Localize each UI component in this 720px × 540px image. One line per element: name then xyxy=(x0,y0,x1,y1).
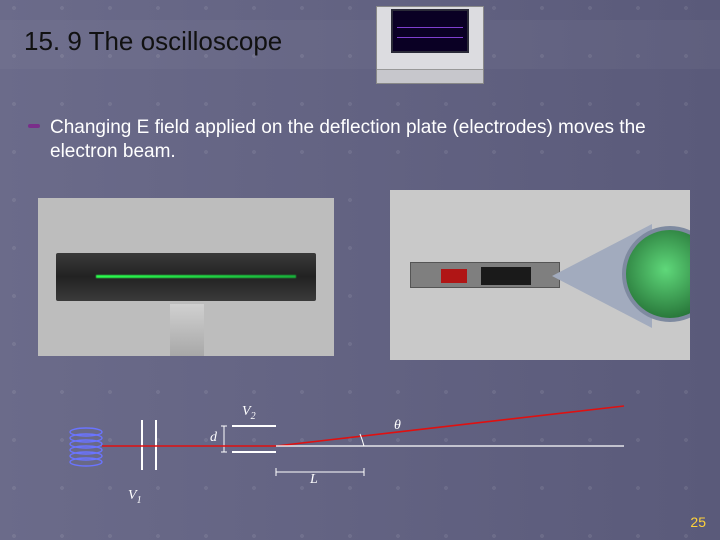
page-number: 25 xyxy=(690,514,706,530)
body-text: Changing E field applied on the deflecti… xyxy=(50,117,646,162)
beam-segment-2 xyxy=(276,406,624,446)
body-text-block: Changing E field applied on the deflecti… xyxy=(50,116,690,164)
gun-anode xyxy=(481,267,531,285)
electron-beam xyxy=(96,275,296,278)
label-v2: V2 xyxy=(242,404,256,422)
electron-gun xyxy=(410,262,560,288)
label-theta: θ xyxy=(394,418,401,434)
label-v1: V1 xyxy=(128,488,142,506)
crt-photo-left xyxy=(38,198,334,356)
bullet-icon xyxy=(28,124,40,128)
coil-icon xyxy=(70,428,102,466)
slide: 15. 9 The oscilloscope Changing E field … xyxy=(0,0,720,540)
oscilloscope-photo xyxy=(376,6,484,84)
schematic-diagram: V2 d θ L V1 xyxy=(64,394,650,514)
oscilloscope-base xyxy=(377,69,483,83)
crt-photo-right xyxy=(390,190,690,360)
page-title: 15. 9 The oscilloscope xyxy=(24,26,696,57)
label-d: d xyxy=(210,430,217,446)
title-bar: 15. 9 The oscilloscope xyxy=(0,20,720,69)
schematic-svg xyxy=(64,394,650,514)
gun-heater xyxy=(441,269,467,283)
oscilloscope-screen xyxy=(391,9,469,53)
label-l: L xyxy=(310,472,318,488)
crt-stand xyxy=(170,304,204,356)
crt-tube xyxy=(56,253,316,301)
